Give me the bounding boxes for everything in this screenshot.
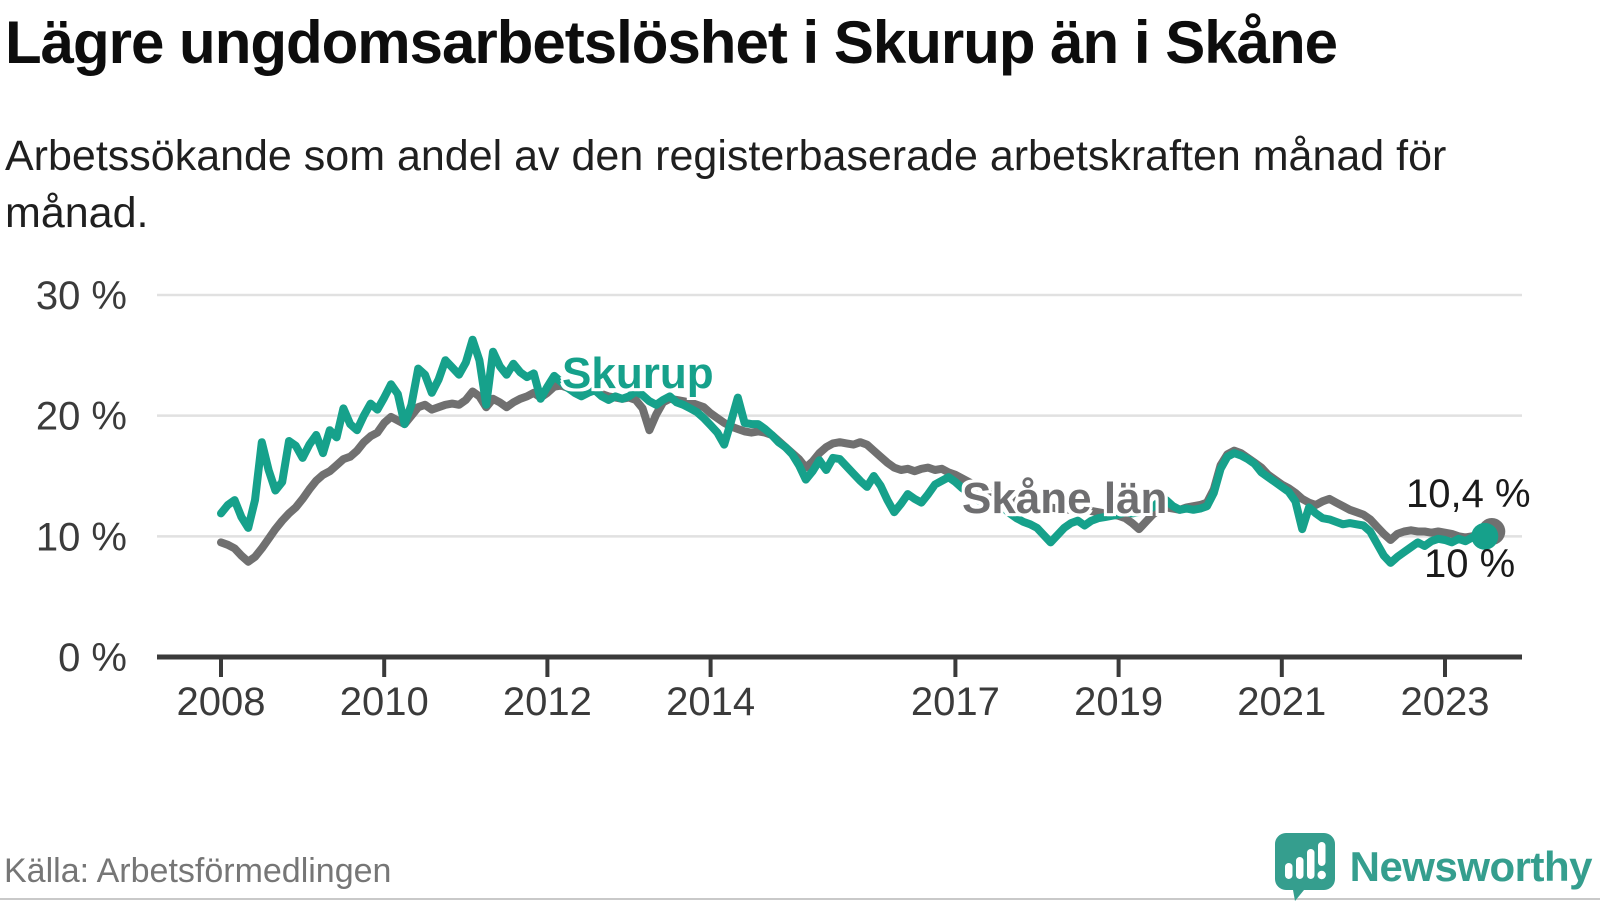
- y-axis-tick-label: 10 %: [36, 515, 127, 559]
- series-label-skurup: Skurup: [562, 349, 714, 398]
- x-axis-tick-label: 2014: [666, 680, 755, 724]
- x-axis-tick-label: 2008: [177, 680, 266, 724]
- y-axis-tick-label: 30 %: [36, 274, 127, 318]
- x-axis-tick-label: 2019: [1074, 680, 1163, 724]
- x-axis-tick-label: 2017: [911, 680, 1000, 724]
- series-label-skane: Skåne län: [962, 474, 1168, 523]
- y-axis-tick-label: 0 %: [58, 636, 127, 680]
- newsworthy-logo: Newsworthy: [1274, 832, 1593, 902]
- x-axis-tick-label: 2010: [340, 680, 429, 724]
- source-credit: Källa: Arbetsförmedlingen: [4, 852, 392, 890]
- chart-subtitle: Arbetssökande som andel av den registerb…: [5, 132, 1447, 237]
- skurup-line: [217, 335, 1490, 567]
- end-value-label-skane: 10,4 %: [1406, 472, 1531, 516]
- x-axis-tick-label: 2012: [503, 680, 592, 724]
- y-axis-tick-label: 20 %: [36, 395, 127, 439]
- newsworthy-wordmark: Newsworthy: [1349, 843, 1593, 890]
- x-axis-tick-label: 2021: [1237, 680, 1326, 724]
- end-value-label-skurup: 10 %: [1424, 542, 1516, 586]
- x-axis-tick-label: 2023: [1401, 680, 1490, 724]
- chart-title: Lägre ungdomsarbetslöshet i Skurup än i …: [5, 9, 1338, 76]
- skurup-end-dot: [1471, 522, 1499, 550]
- newsworthy-icon: [1274, 833, 1335, 901]
